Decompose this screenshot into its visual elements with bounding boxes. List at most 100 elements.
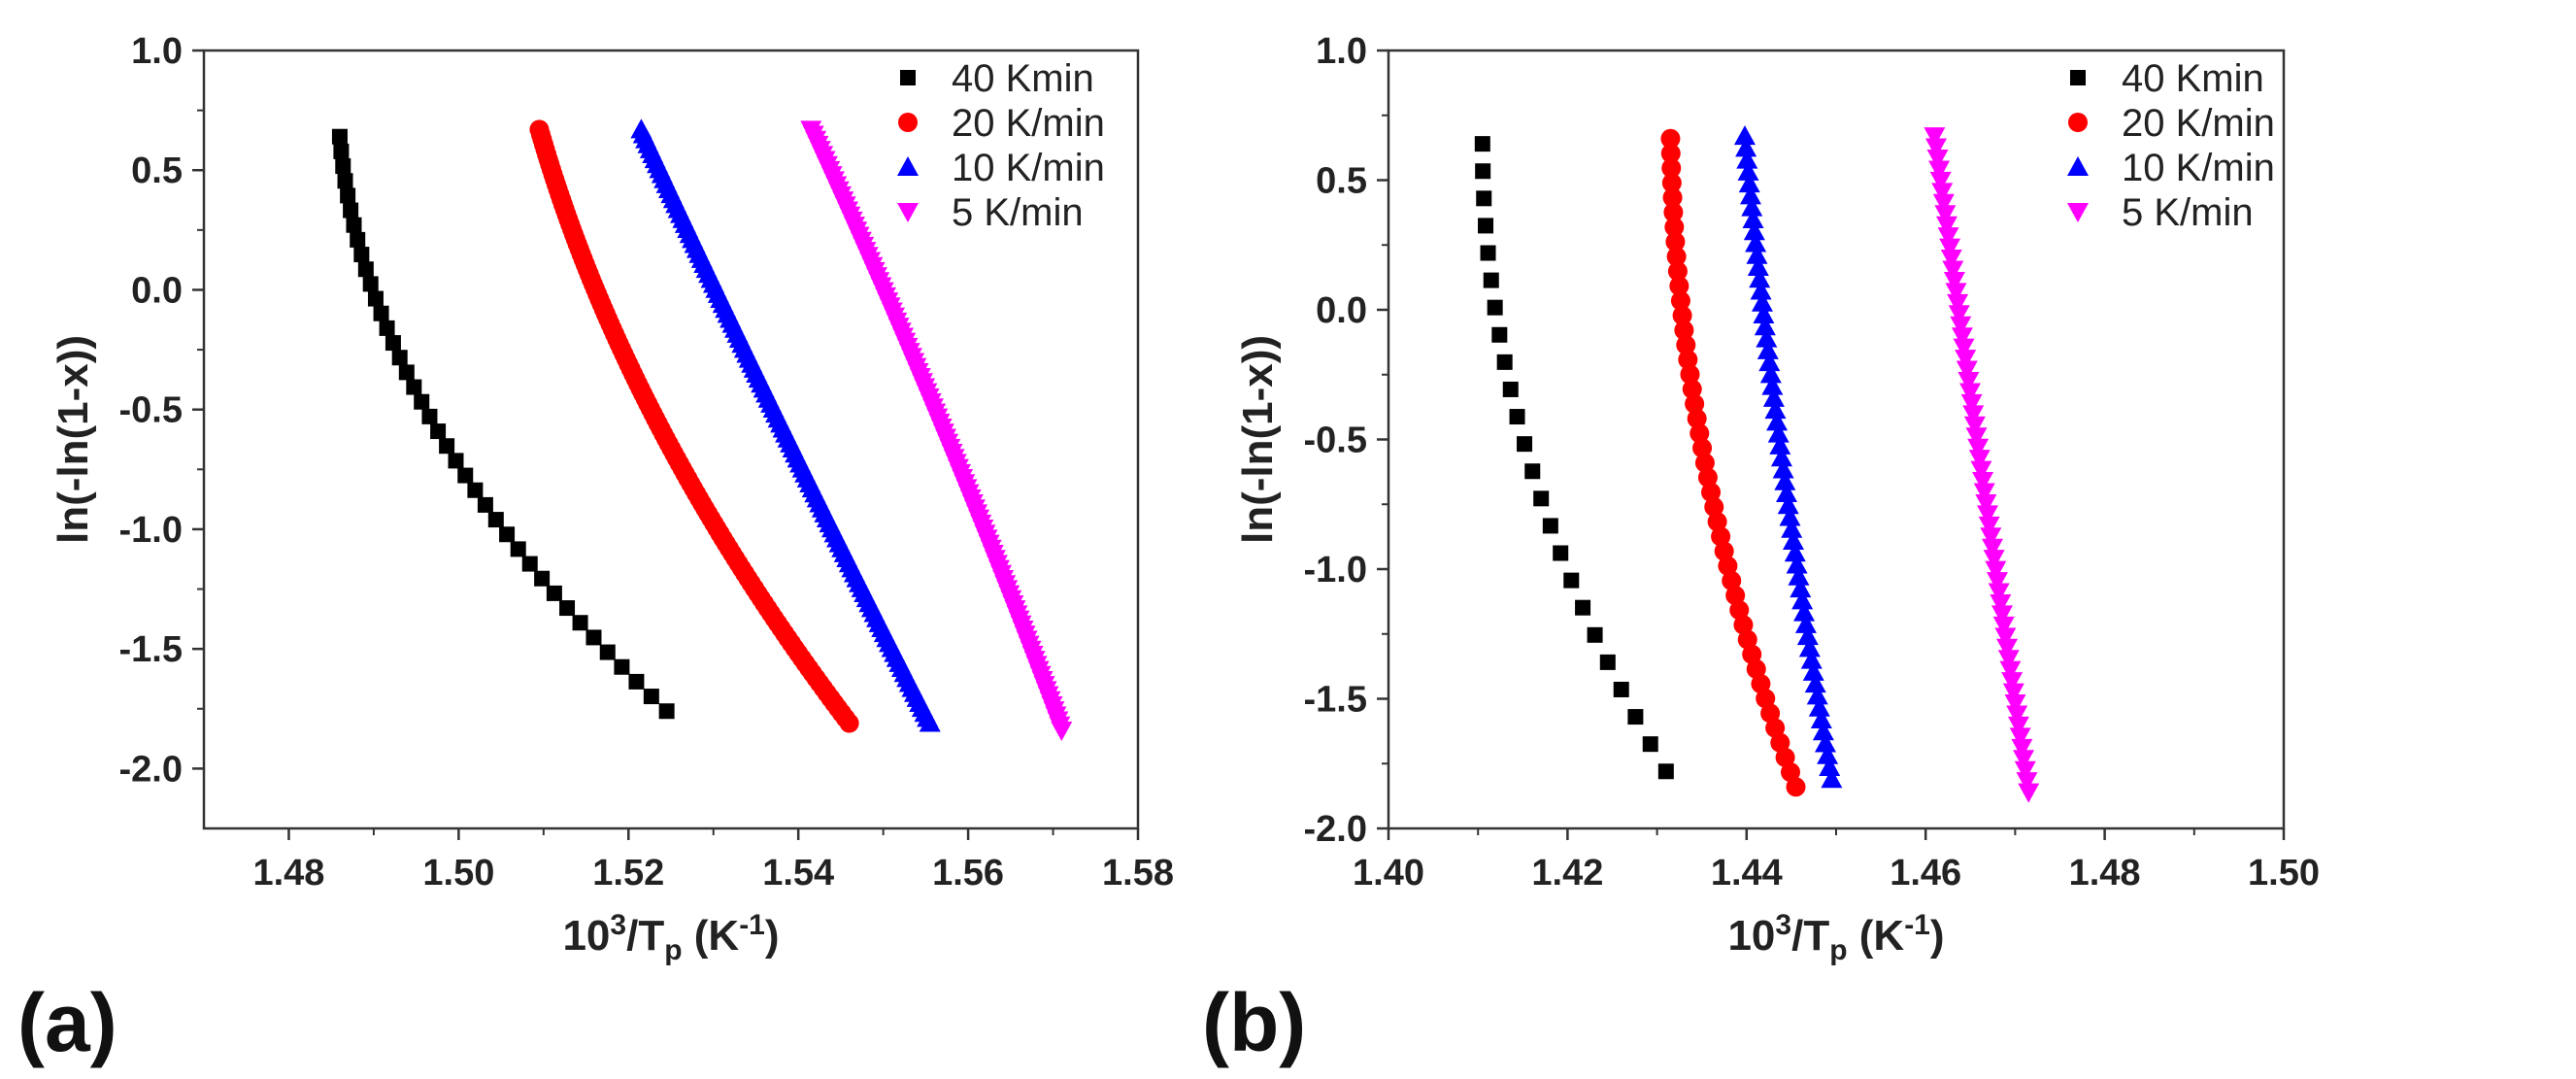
y-tick-label: -0.5	[1304, 421, 1367, 461]
data-point	[1761, 375, 1784, 395]
data-point	[1990, 593, 2012, 614]
data-point	[919, 712, 941, 732]
legend-marker	[898, 113, 918, 132]
data-point	[2004, 694, 2026, 715]
panel-label-b: (b)	[1202, 977, 1306, 1068]
data-point	[1051, 721, 1073, 741]
data-point	[391, 350, 408, 366]
data-point	[1672, 305, 1692, 325]
data-point	[1815, 732, 1837, 753]
data-point	[1988, 583, 2010, 603]
data-point	[1746, 244, 1768, 264]
data-point	[1725, 586, 1746, 606]
y-tick-label: -1.5	[119, 629, 183, 670]
data-point	[1704, 497, 1724, 518]
y-tick-label: -1.0	[1304, 550, 1367, 590]
x-tick-label: 1.54	[762, 853, 834, 894]
data-point	[1945, 283, 1967, 303]
y-tick-label: 0.0	[131, 270, 183, 311]
data-point	[333, 143, 350, 159]
data-point	[1934, 205, 1957, 225]
data-point	[1678, 350, 1698, 370]
legend-marker	[897, 156, 919, 176]
data-point	[1948, 305, 1970, 325]
data-point	[1997, 650, 2020, 670]
data-point	[1747, 255, 1769, 276]
y-tick-label: 1.0	[131, 31, 183, 72]
data-point	[1642, 736, 1658, 753]
x-axis-title-part: 10	[1727, 912, 1775, 960]
data-point	[1743, 220, 1765, 241]
data-point	[1931, 183, 1954, 203]
data-point	[2013, 750, 2035, 770]
data-point	[1932, 193, 1955, 214]
legend-label: 5 K/min	[2122, 191, 2254, 234]
data-point	[1663, 202, 1684, 222]
data-point	[1810, 708, 1832, 728]
y-tick-label: -0.5	[119, 390, 183, 431]
legend-label: 20 K/min	[952, 102, 1105, 145]
data-point	[1758, 352, 1781, 372]
x-tick-label: 1.44	[1711, 853, 1783, 894]
legend-marker	[2070, 70, 2086, 85]
data-point	[1701, 482, 1722, 502]
data-point	[1599, 654, 1616, 670]
data-point	[1553, 545, 1569, 561]
x-axis-title-part: p	[1829, 934, 1847, 966]
data-point	[1967, 438, 1990, 458]
data-point	[1533, 490, 1550, 507]
data-point	[1665, 231, 1686, 252]
data-point	[1790, 578, 1812, 598]
data-point	[1777, 494, 1799, 515]
x-axis-title-part: )	[1930, 912, 1945, 960]
data-point	[1819, 757, 1841, 777]
x-tick-label: 1.40	[1353, 853, 1424, 894]
data-point	[340, 187, 356, 204]
data-point	[2018, 783, 2040, 803]
data-point	[1762, 387, 1785, 407]
x-axis-title: 103/Tp (K-1)	[1727, 909, 1944, 966]
data-point	[1985, 560, 2007, 581]
data-point	[1667, 261, 1688, 282]
data-point	[1676, 335, 1696, 355]
data-point	[839, 713, 859, 733]
legend-label: 40 Kmin	[952, 57, 1094, 100]
data-point	[2007, 716, 2029, 736]
data-point	[1986, 572, 2008, 592]
data-point	[1694, 453, 1715, 473]
data-point	[1733, 125, 1756, 146]
data-point	[1657, 763, 1674, 780]
y-tick-label: 0.0	[1316, 290, 1367, 331]
data-point	[1956, 360, 1978, 381]
data-point	[1487, 299, 1503, 316]
series-20-k-min	[529, 119, 859, 733]
data-point	[1662, 187, 1683, 208]
x-axis-title: 103/Tp (K-1)	[562, 909, 779, 966]
y-tick-label: 0.5	[131, 151, 183, 191]
data-point	[1476, 190, 1492, 207]
y-tick-label: -2.0	[1304, 809, 1367, 850]
data-point	[337, 173, 353, 189]
data-point	[1973, 483, 1995, 503]
data-point	[1924, 127, 1946, 148]
data-point	[1669, 276, 1689, 296]
data-point	[534, 570, 551, 587]
x-tick-label: 1.52	[592, 853, 664, 894]
data-point	[1480, 245, 1496, 261]
data-point	[1739, 185, 1761, 205]
x-axis-title-part: 3	[610, 909, 626, 941]
data-point	[1955, 350, 1977, 370]
data-point	[1666, 247, 1687, 267]
data-point	[2014, 760, 2036, 781]
data-point	[1575, 599, 1591, 616]
legend-marker	[2068, 113, 2088, 132]
data-point	[1770, 447, 1792, 467]
data-point	[1483, 272, 1499, 288]
data-point	[1682, 379, 1702, 399]
data-point	[430, 423, 447, 440]
data-point	[1660, 143, 1681, 163]
data-point	[1978, 516, 2000, 536]
data-point	[1496, 354, 1513, 370]
data-point	[379, 320, 395, 336]
series-40-kmin	[331, 128, 675, 720]
